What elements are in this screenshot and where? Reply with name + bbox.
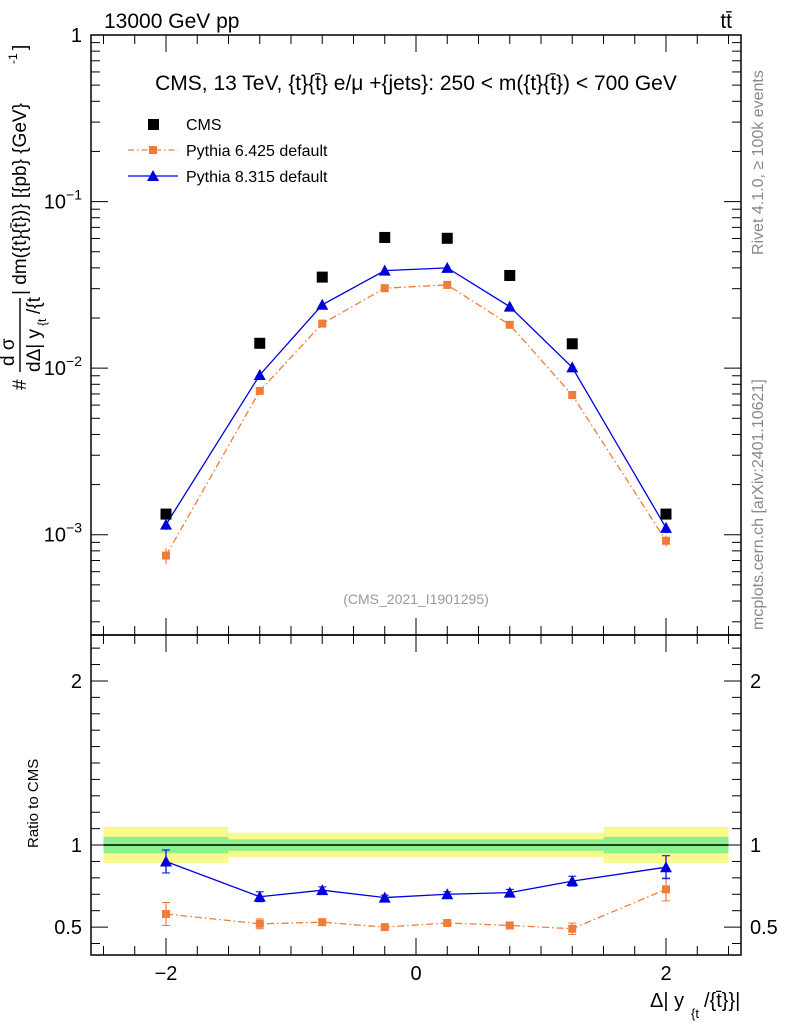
pythia6-ratio-point <box>380 923 389 932</box>
legend-entry-pythia8: Pythia 8.315 default <box>128 169 328 186</box>
analysis-watermark: (CMS_2021_I1901295) <box>343 591 489 607</box>
process-label: tt̄ <box>720 10 732 33</box>
pythia6-point <box>162 551 170 560</box>
ratio-series <box>160 849 672 935</box>
xtick-label: 0 <box>410 963 421 985</box>
pythia8-point <box>566 361 579 373</box>
ratio-ytick-label-right: 2 <box>750 671 761 693</box>
legend-marker-pythia8 <box>147 170 159 181</box>
beam-label: 13000 GeV pp <box>104 10 239 33</box>
ratio-frame <box>90 634 742 956</box>
legend-marker-cms <box>148 119 159 130</box>
pythia8-ratio-line <box>165 860 667 899</box>
cms-point <box>504 269 516 281</box>
ratio-panel: 0.5 0.5 1 1 2 2 −2 0 2 Ratio to CMS <box>25 634 778 985</box>
legend: CMS Pythia 6.425 default Pythia 8.315 de… <box>128 117 328 186</box>
pythia6-ratio-point <box>162 909 170 918</box>
xlabel-main: Δ| y <box>650 990 684 1012</box>
pythia8-line <box>165 267 667 529</box>
ylabel-frac-den-sub: {t <box>35 318 49 326</box>
main-ticks: 10−3 10−2 10−1 1 <box>44 25 741 635</box>
ylabel-tail-close: ] <box>10 45 31 50</box>
pythia8-point <box>378 264 391 276</box>
pythia6-ratio-point <box>255 919 264 928</box>
cms-point <box>316 271 328 283</box>
main-ytick-label: 10−1 <box>44 187 82 214</box>
cms-point <box>254 337 266 349</box>
pythia8-point <box>441 261 454 273</box>
pythia6-ratio-point <box>568 924 577 933</box>
pythia6-point <box>255 386 264 395</box>
xtick-label: −2 <box>155 963 178 985</box>
plot-title: CMS, 13 TeV, {t}{t̄} e/μ +{jets}: 250 < … <box>155 72 677 95</box>
legend-entry-pythia6: Pythia 6.425 default <box>128 143 328 160</box>
pythia8-ratio-point <box>316 884 329 896</box>
pythia6-point <box>380 284 389 293</box>
pythia6-point <box>568 390 577 399</box>
pythia6-point <box>662 536 670 545</box>
pythia6-ratio-line <box>165 888 667 930</box>
pythia8-ratio-point <box>660 861 672 873</box>
legend-label-cms: CMS <box>186 117 222 134</box>
main-ylabel: # d σ dΔ| y {t /{t | dm({t}{t̄})} [{pb} … <box>0 45 49 390</box>
main-ytick-label: 10−2 <box>44 353 82 380</box>
xtick-label: 2 <box>660 963 671 985</box>
main-panel: 10−3 10−2 10−1 1 CMS, 13 TeV, {t}{t̄} e/μ +… <box>0 25 742 636</box>
ylabel-tail-sup: -1 <box>6 53 20 64</box>
pythia6-ratio-point <box>318 918 327 927</box>
pythia6-ratio-point <box>662 885 670 894</box>
ylabel-tail: | dm({t}{t̄})} [{pb} {GeV} <box>10 103 31 295</box>
pythia6-ratio-point <box>505 921 514 930</box>
ratio-band <box>103 827 729 864</box>
ylabel-frac-num: d σ <box>0 338 19 366</box>
cms-point <box>566 338 578 350</box>
xlabel-sub: {t <box>691 1006 699 1021</box>
legend-label-pythia6: Pythia 6.425 default <box>186 143 328 160</box>
pythia8-point <box>660 521 672 533</box>
cms-point <box>379 231 391 243</box>
ylabel-frac-den: dΔ| y <box>24 329 45 372</box>
pythia6-point <box>505 320 514 329</box>
pythia8-point <box>160 518 172 530</box>
cms-point <box>160 508 172 520</box>
cms-point <box>660 508 672 520</box>
pythia8-ratio-point <box>160 855 172 867</box>
ratio-ytick-label-left: 1 <box>71 835 82 857</box>
ratio-ytick-label-right: 0.5 <box>750 917 778 939</box>
ratio-ytick-label-left: 0.5 <box>54 917 82 939</box>
main-ytick-label: 10−3 <box>44 520 82 547</box>
pythia6-ratio-point <box>443 919 452 927</box>
legend-label-pythia8: Pythia 8.315 default <box>186 169 328 186</box>
mcplots-label: mcplots.cern.ch [arXiv:2401.10621] <box>750 379 767 630</box>
main-series <box>160 231 672 564</box>
pythia8-ratio-point <box>566 875 579 887</box>
ylabel-frac-den-tail: /{t <box>24 296 45 314</box>
pythia8-ratio-point <box>378 891 391 903</box>
ratio-ytick-label-right: 1 <box>750 835 761 857</box>
ratio-ytick-label-left: 2 <box>71 671 82 693</box>
pythia8-point <box>253 368 266 380</box>
pythia8-ratio-point <box>503 886 516 898</box>
cms-point <box>441 232 453 244</box>
legend-entry-cms: CMS <box>148 117 222 134</box>
ratio-ticks: 0.5 0.5 1 1 2 2 −2 0 2 <box>54 635 778 985</box>
rivet-label: Rivet 4.1.0, ≥ 100k events <box>750 70 767 255</box>
pythia8-point <box>503 300 516 312</box>
pythia8-ratio-point <box>441 888 454 900</box>
ratio-ylabel: Ratio to CMS <box>25 759 42 848</box>
x-axis-label: Δ| y {t /{t̄}}| <box>650 990 740 1021</box>
main-ytick-label: 1 <box>71 25 82 47</box>
pythia6-line <box>165 284 667 556</box>
pythia8-ratio-point <box>253 890 266 902</box>
pythia6-point <box>318 319 327 328</box>
xlabel-tail: /{t̄}}| <box>704 990 740 1012</box>
pythia6-point <box>443 280 452 289</box>
ylabel-prefix: # <box>10 379 31 390</box>
legend-marker-pythia6 <box>149 146 157 154</box>
pythia8-point <box>316 298 329 310</box>
